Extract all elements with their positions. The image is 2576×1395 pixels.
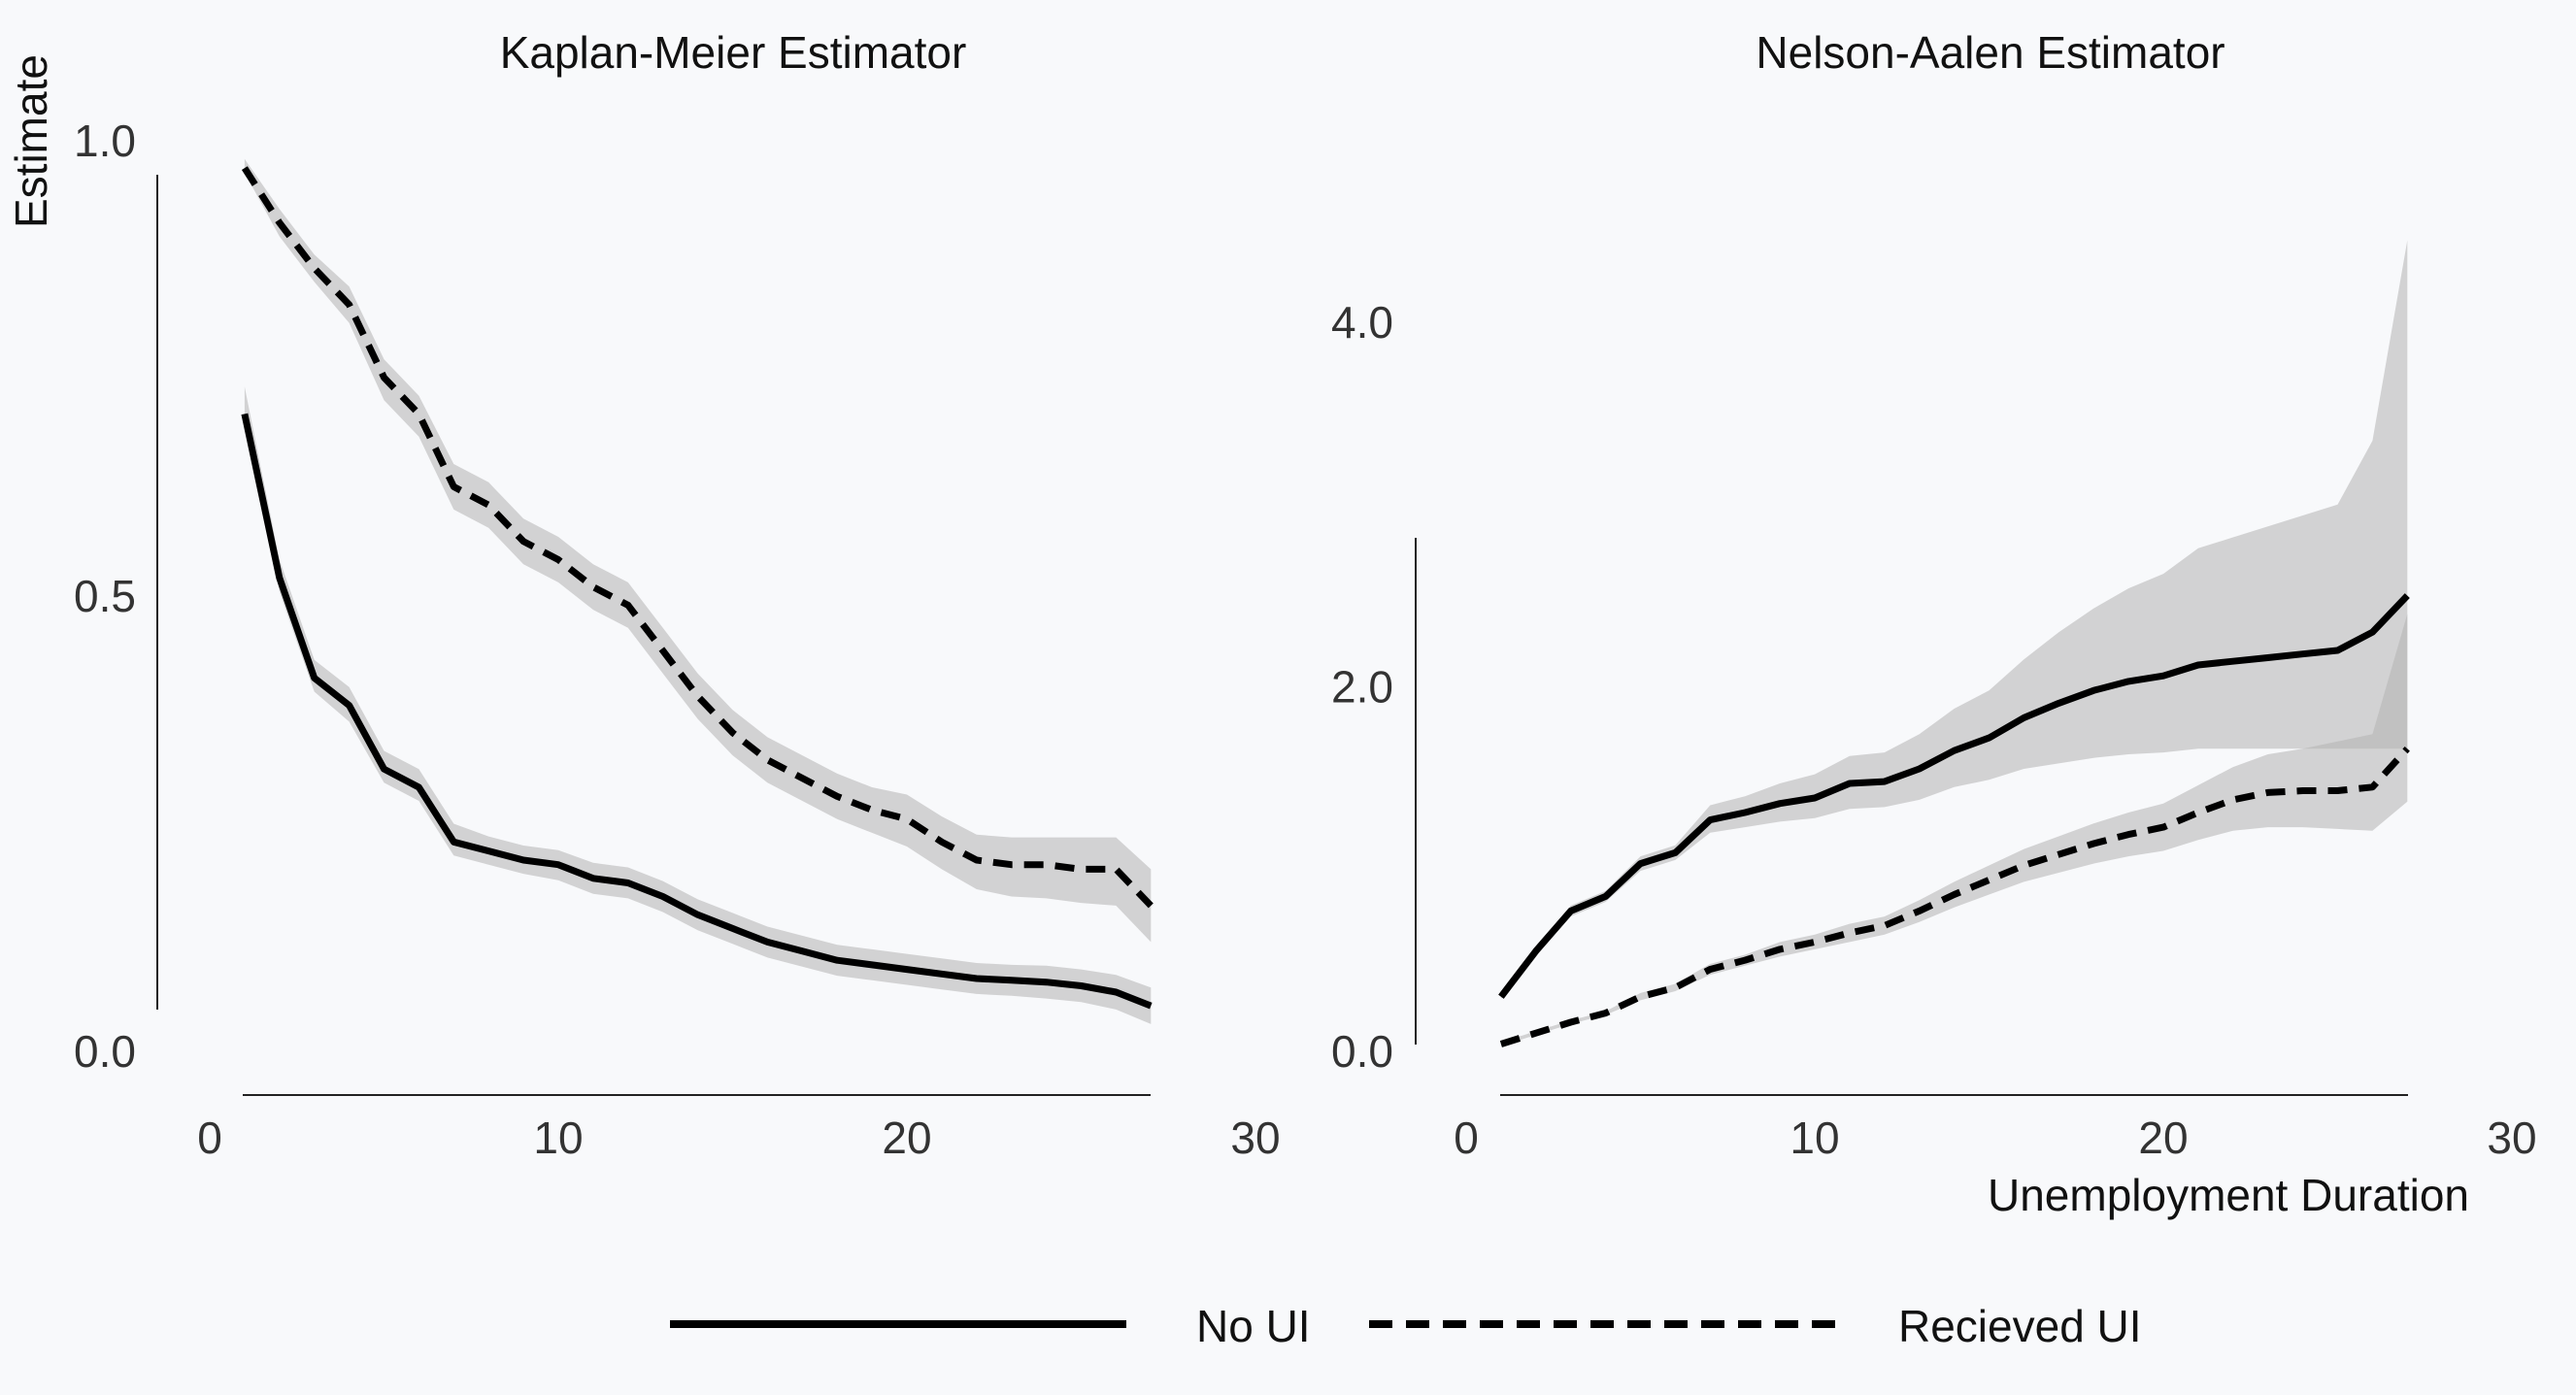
legend-label-no-ui: No UI bbox=[1196, 1301, 1311, 1351]
x-tick-label: 0 bbox=[197, 1113, 222, 1163]
series-lines bbox=[1498, 593, 2410, 1047]
confidence-band-no-ui bbox=[1500, 240, 2408, 999]
x-tick-label: 10 bbox=[1790, 1113, 1839, 1163]
y-tick-label: 0.0 bbox=[74, 1026, 136, 1077]
x-axis-label: Unemployment Duration bbox=[1988, 1170, 2469, 1220]
axes: 0 10 20 30 0.0 2.0 4.0 bbox=[1331, 297, 2537, 1163]
x-tick-label: 30 bbox=[2487, 1113, 2536, 1163]
confidence-bands bbox=[244, 158, 1152, 1024]
legend: No UI Recieved UI bbox=[670, 1301, 2142, 1351]
y-tick-label: 0.0 bbox=[1331, 1026, 1393, 1077]
y-axis-label: Estimate bbox=[6, 54, 56, 228]
x-tick-label: 20 bbox=[2138, 1113, 2188, 1163]
kaplan-meier-chart: Kaplan-Meier Estimator Estimate 0 10 20 300… bbox=[6, 27, 1281, 1163]
chart-title: Nelson-Aalen Estimator bbox=[1756, 27, 2225, 78]
series-line-no-ui bbox=[241, 413, 1153, 1010]
series-line-recieved-ui bbox=[241, 166, 1154, 909]
confidence-bands bbox=[1500, 240, 2408, 1046]
x-tick-label: 30 bbox=[1230, 1113, 1280, 1163]
series-lines bbox=[241, 166, 1154, 1010]
x-tick-label: 10 bbox=[533, 1113, 583, 1163]
x-tick-label: 20 bbox=[882, 1113, 931, 1163]
series-line-no-ui bbox=[1498, 593, 2410, 999]
nelson-aalen-chart: Nelson-Aalen Estimator Unemployment Dura… bbox=[1331, 27, 2537, 1220]
chart-title: Kaplan-Meier Estimator bbox=[500, 27, 967, 78]
y-tick-label: 2.0 bbox=[1331, 662, 1393, 713]
y-tick-label: 4.0 bbox=[1331, 297, 1393, 348]
series-line-recieved-ui bbox=[1499, 746, 2410, 1047]
y-tick-label: 0.5 bbox=[74, 571, 136, 621]
confidence-band-recieved-ui bbox=[244, 158, 1152, 943]
confidence-band-recieved-ui bbox=[1500, 614, 2408, 1046]
legend-label-recieved-ui: Recieved UI bbox=[1898, 1301, 2142, 1351]
axes: 0 10 20 30 0.0 0.5 1.0 bbox=[74, 116, 1281, 1163]
y-tick-label: 1.0 bbox=[74, 116, 136, 166]
x-tick-label: 0 bbox=[1454, 1113, 1479, 1163]
